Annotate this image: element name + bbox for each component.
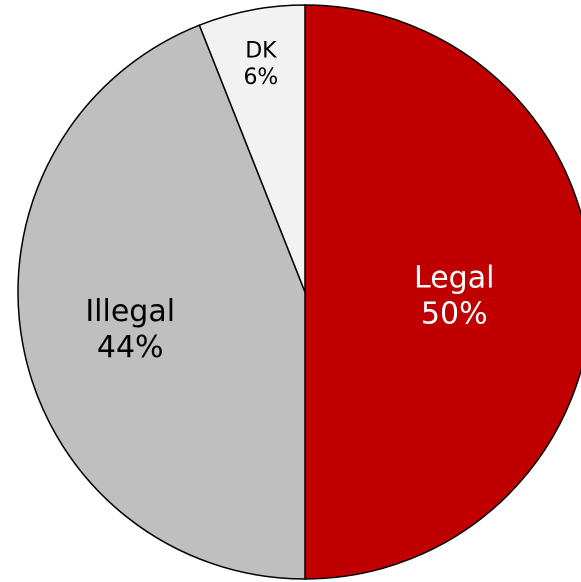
- slice-value-legal: 50%: [421, 297, 488, 332]
- slice-value-dk: 6%: [243, 65, 278, 90]
- pie-slice-illegal: [17, 24, 306, 580]
- slice-value-illegal: 44%: [97, 330, 164, 365]
- slice-label-dk: DK: [245, 39, 277, 64]
- pie-slice-legal: [304, 4, 581, 580]
- pie-slices: [17, 4, 581, 580]
- slice-label-illegal: Illegal: [85, 294, 175, 329]
- slice-label-legal: Legal: [414, 261, 494, 296]
- pie-slice-dk: [198, 4, 306, 293]
